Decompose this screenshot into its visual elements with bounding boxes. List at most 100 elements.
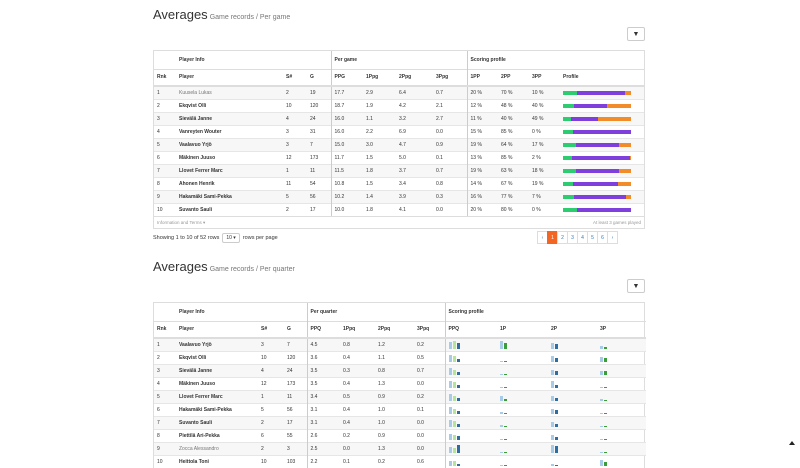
cell-ppg: 11.5 (330, 163, 364, 177)
scroll-top-icon[interactable] (789, 441, 795, 445)
cell-player[interactable]: Hakamäki Sami-Pekka (176, 402, 258, 416)
column-header[interactable]: G (284, 320, 308, 339)
mini-bar (604, 413, 608, 414)
profile-bar (563, 181, 631, 186)
profile-segment-1p (563, 142, 576, 147)
section1-toggle-button[interactable]: ▼ (627, 27, 645, 41)
cell-player[interactable]: Ekqvist Olli (176, 350, 258, 364)
column-header[interactable]: Player (176, 68, 283, 87)
column-header[interactable]: Profile (560, 68, 645, 87)
cell-player[interactable]: Zocca Alessandro (176, 441, 258, 455)
mini-bar-group (551, 392, 594, 401)
column-header[interactable]: PPQ (444, 320, 498, 339)
column-header[interactable]: G (307, 68, 332, 87)
cell-profile (560, 150, 645, 164)
mini-chart-ppq (444, 415, 498, 429)
rows-per-page-select[interactable]: 10 ▾ (222, 233, 240, 243)
column-header[interactable]: 1Ppq (340, 320, 376, 339)
column-header[interactable]: S# (283, 68, 307, 87)
profile-bar (563, 168, 631, 173)
mini-bar (604, 400, 608, 401)
cell-player[interactable]: Vanreyten Wouter (176, 124, 283, 138)
cell-player[interactable]: Ekqvist Olli (176, 98, 283, 112)
cell-profile (560, 111, 645, 125)
mini-bar (604, 387, 608, 388)
mini-bar (448, 342, 452, 350)
cell-p2: 6.4 (396, 85, 434, 99)
cell-player[interactable]: Kuusela Lukas (176, 85, 283, 99)
cell-pp2: 64 % (498, 137, 530, 151)
cell-pp3: 18 % (529, 163, 561, 177)
rows-per-page-label: rows per page (242, 235, 278, 241)
column-header[interactable]: 3Ppq (414, 320, 446, 339)
column-header[interactable]: Rnk (154, 68, 176, 87)
column-header[interactable]: 3P (597, 320, 647, 339)
cell-g: 31 (307, 124, 332, 138)
column-header[interactable]: 2P (548, 320, 598, 339)
cell-player[interactable]: Sievälä Janne (176, 111, 283, 125)
section2-toggle-button[interactable]: ▼ (627, 279, 645, 293)
cell-s: 6 (258, 428, 284, 442)
mini-bar (555, 371, 559, 375)
cell-rnk: 9 (154, 441, 176, 455)
column-header[interactable]: 1P (497, 320, 549, 339)
cell-s: 2 (283, 202, 307, 216)
cell-rnk: 7 (154, 415, 176, 429)
column-header[interactable]: 2PP (498, 68, 530, 87)
section2-title: Averages Game records / Per quarter (153, 259, 295, 274)
column-header[interactable]: PPG (330, 68, 364, 87)
mini-bar-group (448, 379, 495, 388)
mini-bar (551, 342, 555, 350)
cell-ppq: 3.1 (306, 415, 341, 429)
cell-pp2: 40 % (498, 111, 530, 125)
column-header[interactable]: 3PP (529, 68, 561, 87)
cell-player[interactable]: Suvanto Sauli (176, 202, 283, 216)
cell-rnk: 5 (154, 389, 176, 403)
cell-player[interactable]: Vaalavuo Yrjö (176, 337, 258, 351)
cell-p3: 2.7 (433, 111, 468, 125)
cell-player[interactable]: Vaalavuo Yrjö (176, 137, 283, 151)
mini-chart-1p (497, 415, 549, 429)
cell-player[interactable]: Sievälä Janne (176, 363, 258, 377)
column-header[interactable]: PPQ (306, 320, 341, 339)
cell-g: 55 (284, 428, 308, 442)
mini-bar (555, 398, 559, 401)
cell-s: 4 (258, 363, 284, 377)
table-row: 6 Hakamäki Sami-Pekka 5 56 3.1 0.4 1.0 0.1 (154, 402, 647, 416)
cell-player[interactable]: Hakamäki Sami-Pekka (176, 189, 283, 203)
cell-player[interactable]: Mäkinen Juuso (176, 150, 283, 164)
mini-chart-ppq (444, 454, 498, 468)
column-header[interactable]: Rnk (154, 320, 176, 339)
cell-player[interactable]: Ahonen Henrik (176, 176, 283, 190)
column-header[interactable]: Player (176, 320, 258, 339)
cell-ppq: 3.6 (306, 350, 341, 364)
information-terms-link[interactable]: Information and Terms ▾ (157, 220, 206, 225)
next-page-button[interactable]: › (607, 231, 618, 244)
column-header[interactable]: 1Ppg (363, 68, 397, 87)
mini-bar (448, 433, 452, 440)
cell-g: 19 (307, 85, 332, 99)
cell-player[interactable]: Heittola Toni (176, 454, 258, 468)
profile-segment-2p (572, 181, 619, 186)
cell-pp3: 17 % (529, 137, 561, 151)
profile-segment-3p (624, 90, 631, 95)
column-header[interactable]: 3Ppg (433, 68, 468, 87)
column-header[interactable]: S# (258, 320, 284, 339)
profile-segment-2p (570, 116, 598, 121)
mini-chart-3p (597, 337, 647, 351)
mini-bar (448, 380, 452, 388)
cell-player[interactable]: Llovet Ferrer Marc (176, 389, 258, 403)
mini-chart-1p (497, 454, 549, 468)
cell-player[interactable]: Suvanto Sauli (176, 415, 258, 429)
cell-player[interactable]: Llovet Ferrer Marc (176, 163, 283, 177)
cell-player[interactable]: Piettilä Ari-Pekka (176, 428, 258, 442)
column-header[interactable]: 2Ppq (375, 320, 415, 339)
profile-bar (563, 207, 632, 212)
column-header[interactable]: 2Ppg (396, 68, 434, 87)
cell-p3: 0.7 (414, 363, 446, 377)
cell-player[interactable]: Mäkinen Juuso (176, 376, 258, 390)
cell-p2: 4.2 (396, 98, 434, 112)
section2-subtitle: Game records / Per quarter (209, 266, 295, 273)
column-header[interactable]: 1PP (466, 68, 499, 87)
mini-bar (500, 412, 504, 414)
